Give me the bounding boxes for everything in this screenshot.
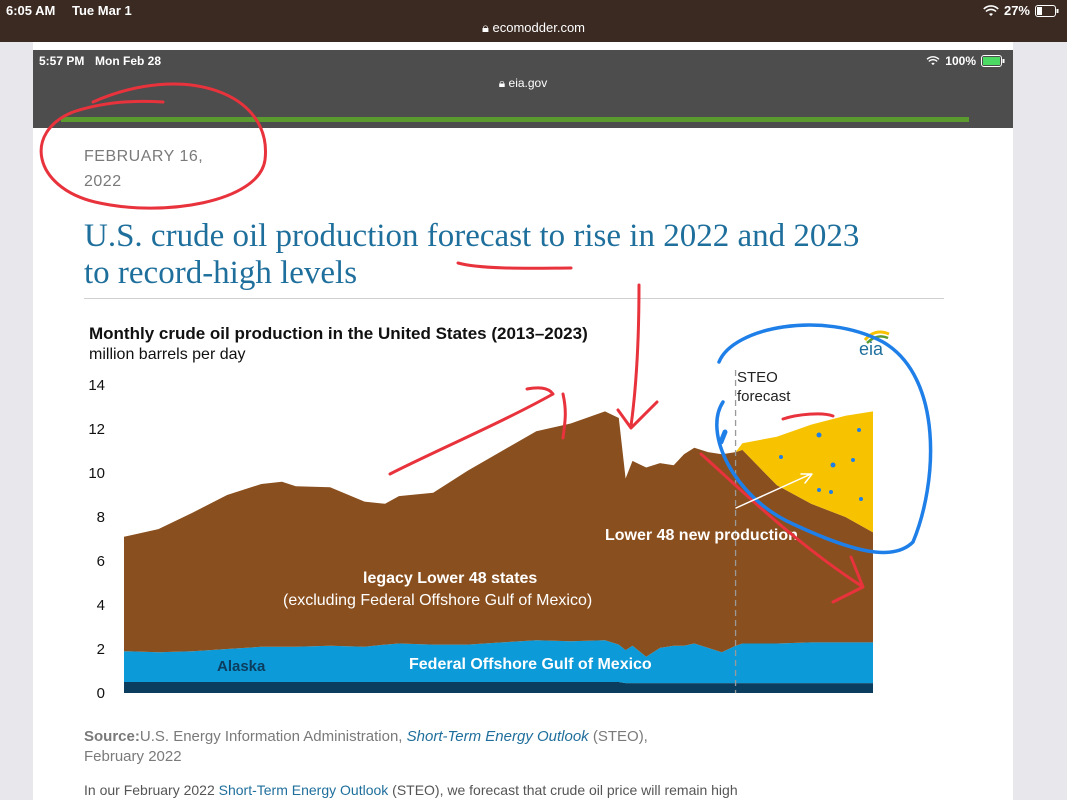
lock-icon: 🔒︎ bbox=[481, 20, 489, 35]
chart-subtitle: million barrels per day bbox=[89, 346, 246, 363]
source-text: U.S. Energy Information Administration, bbox=[139, 728, 407, 745]
production-chart: 0246810121420132014201520162017201820192… bbox=[39, 82, 933, 702]
annotation-underline-forecast-label bbox=[781, 412, 835, 421]
annotation-down-arrow-red bbox=[699, 452, 865, 604]
forecast-label: forecast bbox=[737, 388, 791, 405]
handwritten-annotations bbox=[39, 82, 933, 604]
annotation-white-arrow bbox=[735, 473, 813, 509]
wifi-icon bbox=[926, 56, 940, 66]
legacy-sub-label: (excluding Federal Offshore Gulf of Mexi… bbox=[283, 592, 592, 609]
right-margin bbox=[1013, 42, 1067, 800]
embedded-screenshot: 5:57 PM Mon Feb 28 100% 🔒︎ eia.gov FEBRU… bbox=[33, 42, 1013, 800]
annotation-blue-stroke bbox=[718, 429, 728, 445]
annotation-blue-dots bbox=[779, 428, 863, 501]
legacy-label: legacy Lower 48 states bbox=[363, 570, 537, 587]
y-tick-label: 8 bbox=[97, 509, 105, 526]
chart-areas bbox=[124, 411, 873, 693]
eia-logo-arc2 bbox=[866, 335, 889, 344]
annotation-blue-circle bbox=[715, 323, 933, 555]
source-label: Source: bbox=[84, 728, 140, 745]
battery-icon bbox=[981, 55, 1005, 67]
inner-url-text: eia.gov bbox=[508, 76, 548, 90]
eia-logo-text: eia bbox=[859, 339, 884, 359]
inner-status-battery: 100% bbox=[926, 54, 1005, 68]
article-body-cut: In our February 2022 Short-Term Energy O… bbox=[84, 782, 738, 798]
annotation-rising-line bbox=[388, 386, 567, 476]
status-date: Tue Mar 1 bbox=[72, 3, 132, 18]
headline-rule bbox=[84, 298, 944, 299]
wifi-icon bbox=[983, 4, 999, 16]
inner-address-bar[interactable]: 🔒︎ eia.gov bbox=[33, 76, 1013, 91]
alaska-label: Alaska bbox=[217, 658, 266, 675]
left-margin bbox=[0, 42, 33, 800]
green-divider bbox=[61, 117, 969, 122]
annotation-underline-forecast bbox=[456, 261, 573, 270]
article-headline: U.S. crude oil production forecast to ri… bbox=[84, 218, 964, 292]
source-suffix: (STEO), bbox=[588, 728, 648, 745]
status-battery: 27% bbox=[983, 3, 1059, 18]
chart-source: Source:U.S. Energy Information Administr… bbox=[84, 727, 648, 767]
inner-status-bar: 5:57 PM Mon Feb 28 100% 🔒︎ eia.gov bbox=[33, 50, 1013, 128]
chart-title: Monthly crude oil production in the Unit… bbox=[89, 324, 588, 343]
battery-percent: 27% bbox=[1003, 3, 1030, 18]
y-tick-label: 12 bbox=[88, 421, 105, 438]
eia-logo: eia bbox=[859, 330, 890, 359]
lock-icon: 🔒︎ bbox=[498, 76, 506, 90]
body-prefix: In our February 2022 bbox=[84, 782, 219, 798]
area-series-1 bbox=[124, 640, 873, 684]
status-time: 6:05 AM bbox=[6, 3, 56, 18]
y-tick-label: 6 bbox=[97, 553, 105, 570]
url-text: ecomodder.com bbox=[492, 20, 586, 35]
y-tick-label: 4 bbox=[97, 597, 105, 614]
steo-label: STEO bbox=[737, 369, 778, 386]
new-production-label: Lower 48 new production bbox=[605, 527, 798, 544]
outer-status-bar: 6:05 AM Tue Mar 1 27% 🔒︎ ecomodder.com bbox=[0, 0, 1067, 42]
area-series-0 bbox=[124, 682, 873, 693]
steo-link[interactable]: Short-Term Energy Outlook bbox=[406, 728, 589, 745]
battery-icon bbox=[1035, 4, 1059, 17]
article-date-line1: FEBRUARY 16, bbox=[84, 148, 204, 165]
body-steo-link[interactable]: Short-Term Energy Outlook bbox=[218, 782, 389, 798]
annotation-circle-date bbox=[39, 82, 267, 210]
inner-battery-percent: 100% bbox=[945, 54, 976, 68]
body-suffix: (STEO), we forecast that crude oil price… bbox=[388, 782, 738, 798]
y-tick-label: 14 bbox=[88, 377, 105, 394]
gom-label: Federal Offshore Gulf of Mexico bbox=[409, 656, 652, 673]
headline-line1: U.S. crude oil production forecast to ri… bbox=[84, 218, 860, 254]
eia-logo-arc bbox=[863, 330, 890, 342]
area-series-2 bbox=[124, 411, 873, 657]
y-tick-label: 0 bbox=[97, 685, 105, 702]
inner-status-time: 5:57 PM bbox=[39, 54, 85, 68]
headline-line2: to record-high levels bbox=[84, 255, 358, 291]
inner-status-date: Mon Feb 28 bbox=[95, 54, 162, 68]
y-tick-label: 10 bbox=[88, 465, 105, 482]
source-date: February 2022 bbox=[84, 748, 182, 765]
address-bar[interactable]: 🔒︎ ecomodder.com bbox=[0, 20, 1067, 36]
annotation-arrow-down bbox=[616, 283, 659, 430]
article-date-line2: 2022 bbox=[84, 173, 122, 190]
chart-axis: 0246810121420132014201520162017201820192… bbox=[88, 377, 105, 702]
y-tick-label: 2 bbox=[97, 641, 105, 658]
